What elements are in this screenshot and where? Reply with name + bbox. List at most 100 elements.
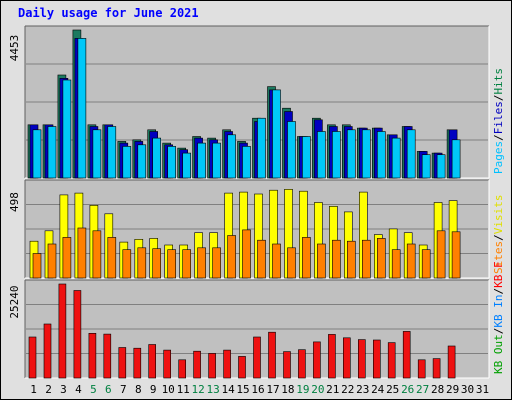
panel-3-bar-kb-f-day-12: [193, 350, 201, 379]
panel-1-bar-pages-day-8: [137, 144, 147, 179]
panel-3-bar-kb-f-day-5: [88, 332, 97, 379]
panel-2-bar-sites-day-16: [257, 239, 266, 279]
panel-1-bar-pages-day-2: [47, 126, 57, 179]
panel-3-bar-kb-f-day-16: [253, 336, 261, 379]
panel-3-bar-kb-f-day-3: [58, 283, 67, 379]
x-tick-day-29: 29: [446, 383, 459, 396]
chart-title: Daily usage for June 2021: [18, 6, 199, 20]
panel-3-bar-kb-f-day-11: [178, 359, 186, 379]
x-tick-day-23: 23: [356, 383, 369, 396]
panel-2-bar-sites-day-22: [346, 240, 356, 279]
panel-1-legend-entry-4: Hits: [492, 68, 505, 95]
panel-3-bar-kb-f-day-8: [133, 347, 142, 379]
panel-1-bar-pages-day-19: [302, 136, 311, 179]
panel-1-bar-pages-day-20: [317, 131, 326, 179]
panel-3-bar-kb-f-day-2: [43, 323, 52, 379]
panel-2-bar-sites-day-5: [92, 230, 102, 279]
x-tick-day-21: 21: [326, 383, 339, 396]
x-tick-day-4: 4: [75, 383, 82, 396]
panel-3-legend-entry-0: KB Out: [492, 334, 505, 374]
panel-3-bar-kb-f-day-19: [298, 349, 306, 379]
panel-2-bar-sites-day-20: [317, 243, 326, 279]
x-tick-day-1: 1: [30, 383, 37, 396]
panel-2-bar-sites-day-15: [242, 229, 251, 279]
panel-2-legend: Sites/Visits: [492, 195, 505, 275]
x-tick-day-20: 20: [311, 383, 324, 396]
panel-2-bar-sites-day-10: [167, 249, 176, 279]
panel-3-bar-kb-f-day-4: [73, 290, 82, 379]
panel-1-legend-entry-1: /: [492, 134, 505, 141]
panel-1-bar-pages-day-26: [406, 129, 416, 179]
x-tick-day-8: 8: [135, 383, 142, 396]
panel-2-bar-sites-day-14: [227, 235, 236, 279]
panel-3-bar-kb-f-day-9: [148, 344, 156, 379]
x-tick-day-16: 16: [251, 383, 264, 396]
panel-2-bar-sites-day-17: [272, 243, 281, 279]
panel-3-bar-kb-f-day-15: [238, 356, 246, 379]
x-tick-day-17: 17: [266, 383, 279, 396]
x-tick-day-10: 10: [162, 383, 175, 396]
panel-1-bar-pages-day-29: [451, 139, 461, 179]
x-tick-day-13: 13: [206, 383, 219, 396]
panel-3-bar-kb-f-day-6: [103, 333, 112, 379]
panel-2-bar-sites-day-28: [436, 230, 446, 279]
panel-1-bar-pages-day-22: [346, 129, 356, 179]
panel-2-bar-sites-day-29: [451, 231, 461, 279]
panel-3-legend-entry-4: KB F: [492, 261, 505, 288]
panel-2-bar-sites-day-2: [47, 243, 57, 279]
panel-2-bar-sites-day-12: [197, 247, 206, 279]
x-tick-day-9: 9: [150, 383, 157, 396]
panel-3-bar-kb-f-day-24: [372, 339, 381, 379]
panel-3-bar-kb-f-day-23: [357, 339, 366, 379]
panel-3-legend: KB Out/KB In/KB F: [492, 261, 505, 374]
x-tick-day-26: 26: [401, 383, 414, 396]
x-tick-day-31: 31: [476, 383, 489, 396]
panel-1-bar-pages-day-23: [361, 129, 371, 179]
panel-2-bar-sites-day-3: [62, 237, 72, 279]
x-tick-day-14: 14: [221, 383, 235, 396]
panel-2-bar-sites-day-24: [376, 238, 386, 279]
panel-2-bar-sites-day-11: [182, 249, 191, 279]
x-tick-day-5: 5: [90, 383, 97, 396]
x-tick-day-24: 24: [371, 383, 385, 396]
panel-1-bar-pages-day-9: [152, 137, 161, 179]
panel-3-bar-kb-f-day-1: [28, 336, 37, 379]
panel-1-bar-pages-day-4: [77, 38, 87, 179]
x-tick-day-27: 27: [416, 383, 429, 396]
panel-1-bar-pages-day-17: [272, 89, 281, 179]
panel-2-ytick-max: 498: [8, 192, 21, 212]
panel-2-bar-sites-day-26: [406, 243, 416, 279]
panel-2-bar-sites-day-4: [77, 227, 87, 279]
panel-2-bar-sites-day-27: [421, 249, 431, 279]
panel-2-bar-sites-day-6: [107, 237, 117, 279]
panel-2-bar-sites-day-7: [122, 249, 132, 279]
panel-3-bar-kb-f-day-7: [118, 347, 127, 379]
panel-3-bar-kb-f-day-21: [328, 334, 336, 379]
panel-3-bar-kb-f-day-25: [387, 342, 396, 379]
panel-1-bar-pages-day-13: [212, 142, 221, 179]
panel-1-ytick-max: 4453: [8, 35, 21, 62]
panel-1-bar-pages-day-6: [107, 126, 117, 179]
panel-3-bar-kb-f-day-26: [402, 331, 411, 379]
panel-1-bar-pages-day-7: [122, 146, 132, 179]
x-tick-day-25: 25: [386, 383, 399, 396]
panel-1-bar-pages-day-25: [391, 137, 401, 179]
panel-2-bar-sites-day-9: [152, 248, 161, 279]
x-tick-day-22: 22: [341, 383, 354, 396]
panel-1-bar-pages-day-1: [32, 129, 42, 179]
panel-1-bar-pages-day-28: [436, 154, 446, 179]
panel-3-bar-kb-f-day-22: [342, 337, 351, 379]
panel-3-bar-kb-f-day-28: [432, 358, 441, 379]
panel-2-bar-sites-day-19: [302, 237, 311, 279]
panel-2-bar-sites-day-18: [287, 247, 296, 279]
panel-1-bar-pages-day-11: [182, 152, 191, 179]
panel-2-legend-entry-1: /: [492, 234, 505, 241]
panel-1-bar-pages-day-24: [376, 131, 386, 179]
x-tick-day-28: 28: [431, 383, 444, 396]
panel-3-legend-entry-2: KB In: [492, 295, 505, 328]
panel-3-bar-kb-f-day-20: [313, 341, 321, 379]
panel-1-bar-pages-day-5: [92, 129, 102, 179]
panel-3-legend-entry-3: /: [492, 288, 505, 295]
panel-3-bar-kb-f-day-18: [283, 351, 291, 379]
panel-1-bar-pages-day-14: [227, 134, 236, 179]
